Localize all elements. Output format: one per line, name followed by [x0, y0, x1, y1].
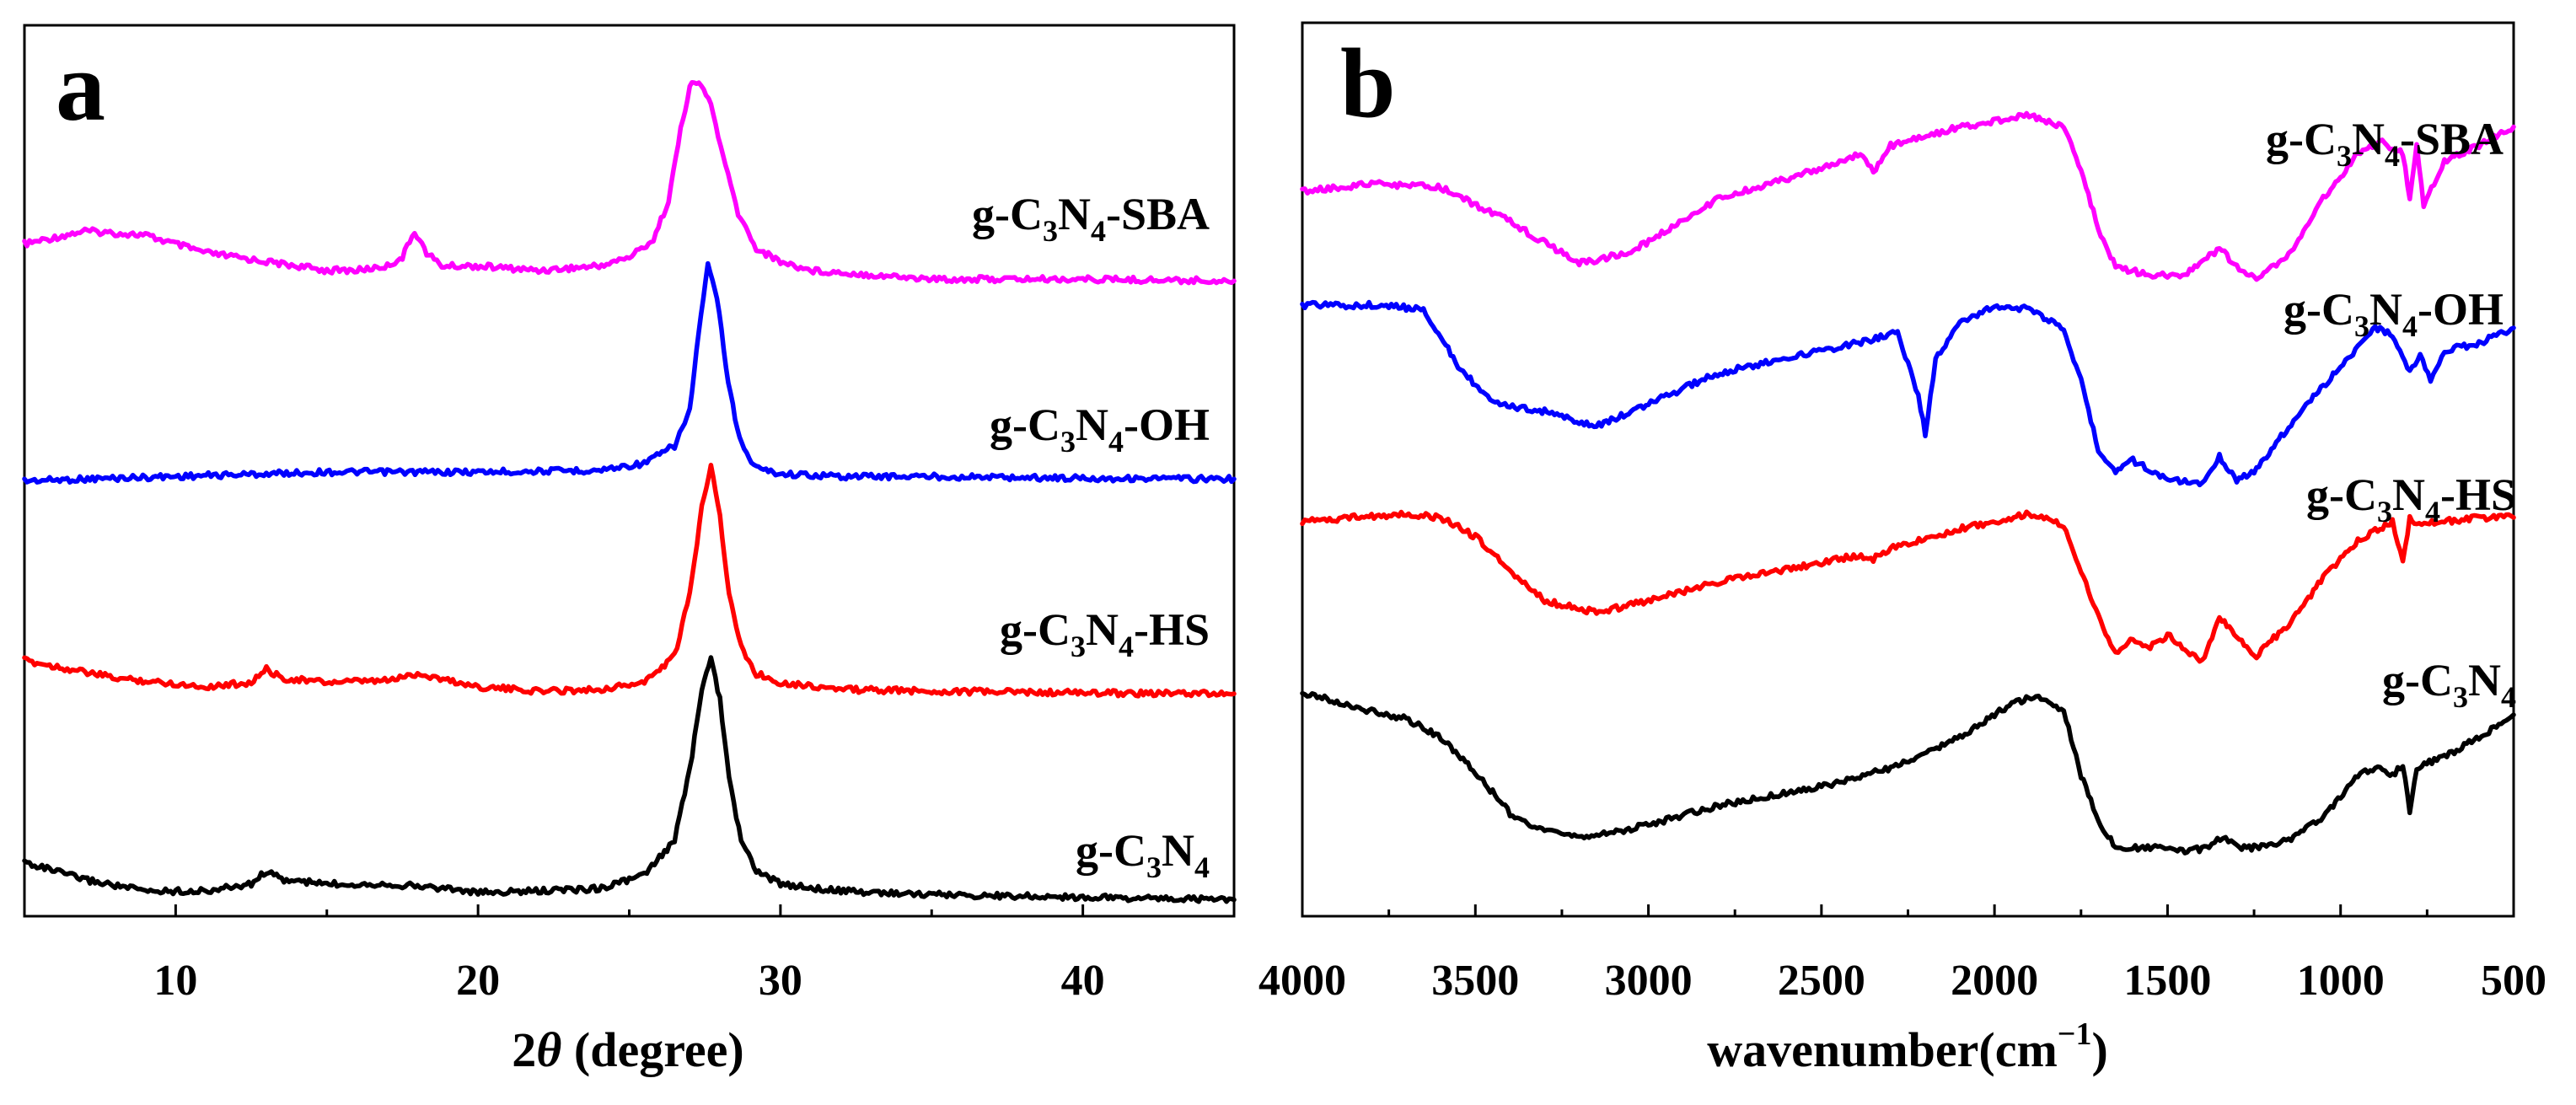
x-tick-label: 1000	[2297, 957, 2385, 1005]
series-label-3: g-C3N4-HS	[2306, 469, 2516, 528]
x-tick-label: 2500	[1778, 957, 1865, 1005]
series-line-1	[22, 79, 1237, 286]
series-line-1	[1300, 110, 2516, 282]
series-line-2	[1300, 299, 2516, 488]
panel-a-frame	[23, 24, 1236, 918]
panel-a-letter: a	[56, 31, 105, 142]
x-tick-label: 500	[2481, 957, 2546, 1005]
series-label-4: g-C3N4	[1076, 825, 1210, 884]
panel-b-x-ticks: 4000 3500 3000 2500 2000 1500 1000 500	[1258, 904, 2546, 1005]
series-line-4	[1300, 690, 2516, 856]
series-line-4	[22, 655, 1237, 904]
panel-a-x-axis-title: 2θ (degree)	[512, 1022, 743, 1077]
series-label-1: g-C3N4-SBA	[2266, 114, 2504, 173]
x-tick-label: 3000	[1605, 957, 1693, 1005]
panel-b: b 4000 3500 3000 2500 2000 1500 1000 500 g-C3N4…	[1258, 21, 2546, 1077]
x-tick-label: 20	[456, 957, 500, 1005]
series-line-3	[1300, 509, 2516, 664]
x-tick-label: 10	[153, 957, 197, 1005]
x-tick-label: 3500	[1431, 957, 1519, 1005]
x-tick-label: 40	[1061, 957, 1105, 1005]
panel-b-x-axis-title: wavenumber(cm−1)	[1707, 1016, 2108, 1077]
panel-a-series-labels: g-C3N4-SBA g-C3N4-OH g-C3N4-HS g-C3N4	[972, 189, 1210, 884]
x-tick-label: 30	[759, 957, 802, 1005]
series-label-3: g-C3N4-HS	[1000, 604, 1210, 663]
x-tick-label: 4000	[1258, 957, 1346, 1005]
panel-a: a 10 20 30 40 g-C3N4-SBAg-C3N4-OHg-C3N4-HSg…	[22, 24, 1237, 1077]
x-tick-label: 1500	[2123, 957, 2211, 1005]
series-label-2: g-C3N4-OH	[990, 400, 1210, 459]
series-label-2: g-C3N4-OH	[2284, 284, 2504, 343]
panel-a-series-lines	[22, 79, 1237, 904]
series-line-2	[22, 260, 1237, 485]
x-tick-label: 2000	[1951, 957, 2038, 1005]
panel-b-series-labels: g-C3N4-SBA g-C3N4-OH g-C3N4-HS g-C3N4	[2266, 114, 2516, 714]
panel-b-series-lines	[1300, 110, 2516, 856]
panel-b-letter: b	[1340, 28, 1396, 138]
series-label-4: g-C3N4	[2382, 655, 2516, 714]
series-line-3	[22, 463, 1237, 699]
panel-a-x-ticks: 10 20 30 40	[153, 904, 1105, 1005]
series-label-1: g-C3N4-SBA	[972, 189, 1210, 248]
